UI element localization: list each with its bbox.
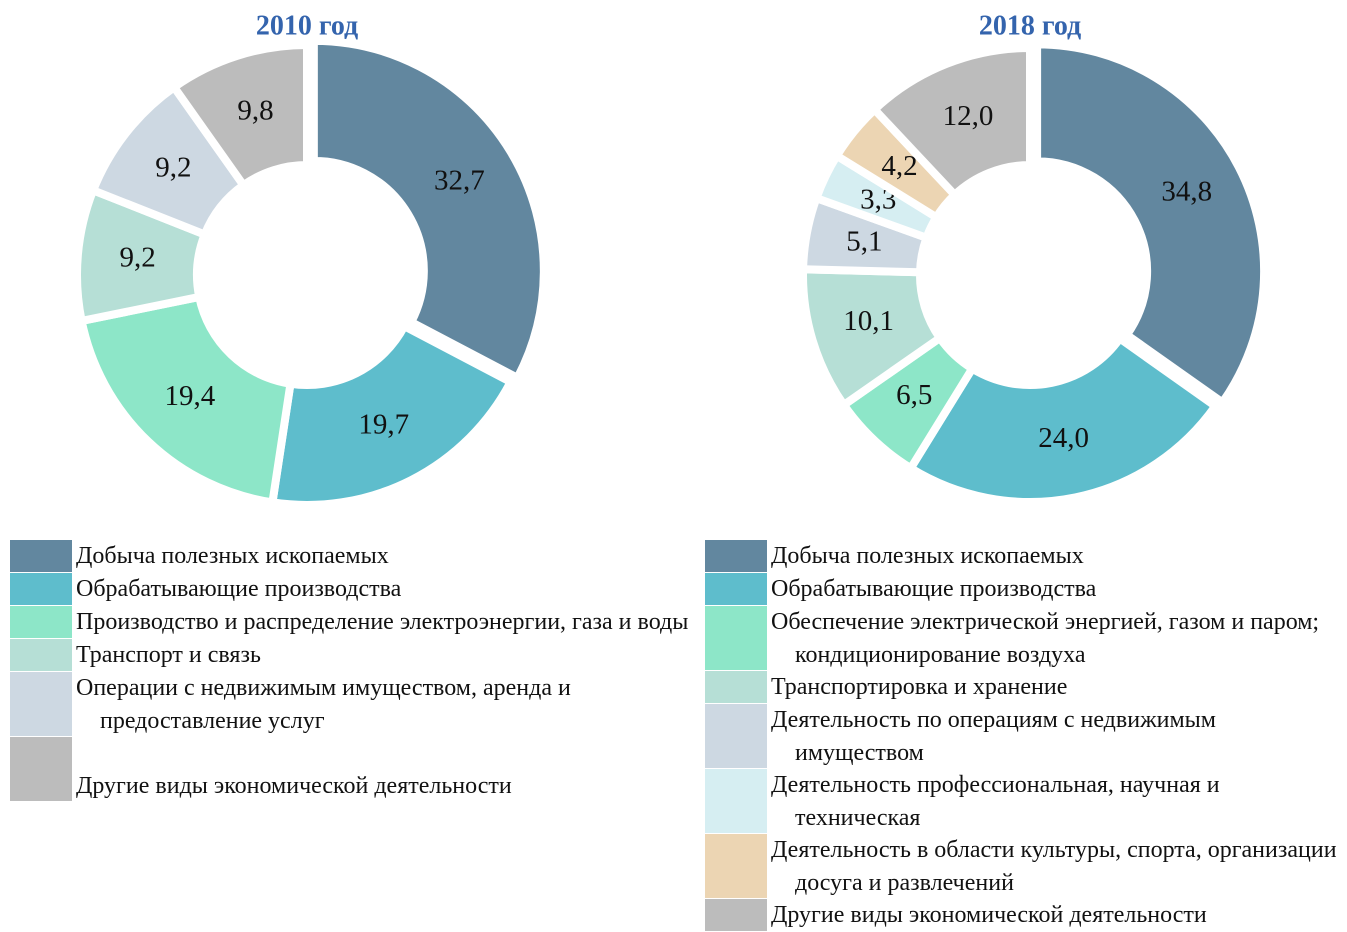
chart-title: 2010 год [256,10,358,41]
legend-entry: Другие виды экономической деятельности [10,737,690,802]
legend-swatch [10,672,72,737]
legend-label: Операции с недвижимым имуществом, аренда… [76,675,571,734]
legend-swatch [705,704,767,769]
legend-swatch [10,606,72,639]
legend-swatch [10,573,72,606]
legend-label: Обрабатывающие производства [76,576,402,602]
legend-label: Транспорт и связь [76,642,261,668]
legend-swatch [10,540,72,573]
data-label: 9,2 [155,152,191,184]
legend-entry: Добыча полезных ископаемых [705,540,1347,573]
data-label: 9,8 [237,95,273,127]
data-label: 32,7 [434,165,485,197]
legend-entry: Операции с недвижимым имуществом, аренда… [10,672,690,737]
legend-entry: Добыча полезных ископаемых [10,540,690,573]
legend-swatch [705,769,767,834]
legend-label: Деятельность по операциям с недвижимым и… [771,707,1216,766]
legend: Добыча полезных ископаемых Обрабатывающие… [10,540,690,802]
legend-swatch [10,737,72,802]
legend-entry: Обеспечение электрической энергией, газо… [705,606,1347,671]
legend-label: Деятельность профессиональная, научная и… [771,772,1220,831]
legend-entry: Обрабатывающие производства [10,573,690,606]
legend-label: Другие виды экономической деятельности [76,772,512,799]
legend-label: Транспортировка и хранение [771,674,1068,700]
slice [76,292,296,507]
legend-label: Обрабатывающие производства [771,576,1097,602]
data-label: 6,5 [896,379,932,411]
legend-label: Добыча полезных ископаемых [76,543,389,569]
legend-entry: Обрабатывающие производства [705,573,1347,606]
slice [1033,40,1269,409]
slice [905,332,1221,506]
data-label: 19,7 [358,408,409,440]
slice [267,320,517,509]
slice [868,43,1034,201]
legend-entry: Деятельность в области культуры, спорта,… [705,834,1347,899]
data-label: 12,0 [943,100,994,132]
legend-entry: Другие виды экономической деятельности [705,899,1347,932]
legend-swatch [10,639,72,672]
legend-swatch [705,671,767,704]
legend-entry: Транспорт и связь [10,639,690,672]
legend-entry: Производство и распределение электроэнер… [10,606,690,639]
data-label: 19,4 [164,380,215,412]
data-label: 4,2 [881,150,917,182]
legend-swatch [705,540,767,573]
legend-swatch [705,573,767,606]
slice [309,36,548,384]
legend-swatch [705,606,767,671]
legend-label: Производство и распределение электроэнер… [76,609,689,635]
chart-title: 2018 год [979,10,1081,41]
data-label: 5,1 [846,226,882,258]
charts: 2010 год 32,7 19,7 19,4 9,2 9,2 9,8 2018 год 34,… [76,10,1269,509]
data-label: 10,1 [843,305,894,337]
legend-label: Деятельность в области культуры, спорта,… [771,837,1337,896]
legend-label: Другие виды экономической деятельности [771,902,1207,928]
legend: Добыча полезных ископаемых Обрабатывающие… [705,540,1347,932]
data-label: 9,2 [120,242,156,274]
data-label: 24,0 [1038,422,1089,454]
legend-label: Добыча полезных ископаемых [771,543,1084,569]
data-label: 34,8 [1161,176,1212,208]
slice [168,40,311,191]
legend-entry: Деятельность профессиональная, научная и… [705,769,1347,834]
legend-label: Обеспечение электрической энергией, газо… [771,609,1320,668]
legend-entry: Транспортировка и хранение [705,671,1347,704]
legend-entry: Деятельность по операциям с недвижимым и… [705,704,1347,769]
legend-swatch [705,899,767,932]
legend-swatch [705,834,767,899]
